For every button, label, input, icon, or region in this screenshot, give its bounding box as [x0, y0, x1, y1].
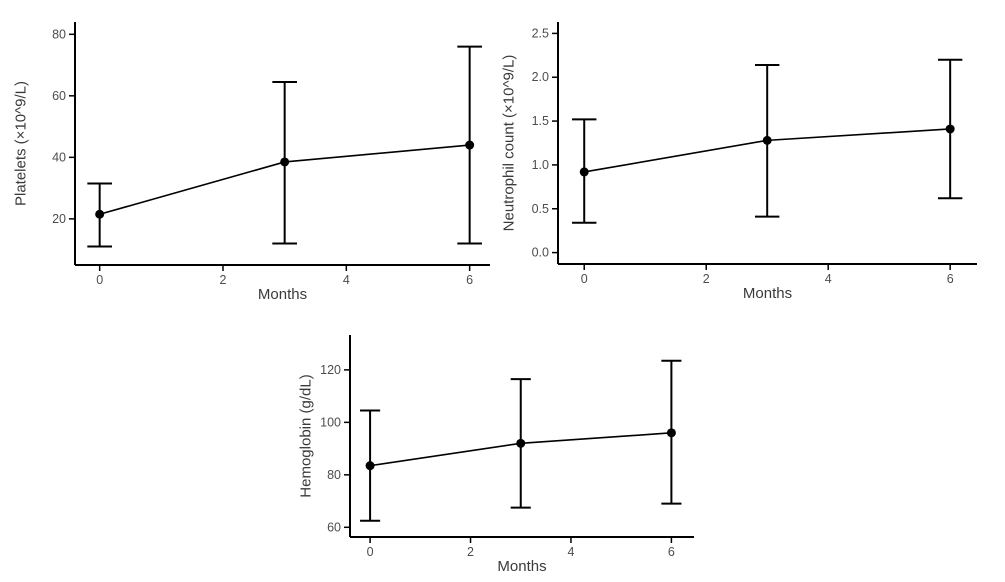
data-point — [945, 124, 955, 134]
data-point — [95, 209, 105, 219]
x-axis-title: Months — [497, 558, 546, 575]
data-point — [280, 157, 290, 167]
x-axis-title: Months — [258, 286, 307, 300]
x-tick-label: 6 — [466, 273, 473, 287]
data-point — [762, 135, 772, 145]
data-point — [579, 167, 589, 177]
x-tick-label: 2 — [467, 545, 474, 559]
y-tick-label: 100 — [320, 415, 341, 429]
y-axis-title: Neutrophil count (×10^9/L) — [501, 55, 518, 232]
y-axis-title: Hemoglobin (g/dL) — [298, 374, 315, 497]
x-axis-title: Months — [743, 285, 792, 300]
chart-neutrophil-count: 0.0 0.5 1.0 1.5 2.0 2.5 0 2 4 6 Months Neutrophil c… — [500, 0, 1005, 300]
plot-svg: 20 40 60 80 0 2 4 6 Months Platelets (×10^9/L) — [13, 22, 490, 300]
data-point — [516, 438, 526, 448]
x-tick-label: 4 — [825, 272, 832, 286]
y-tick-label: 20 — [52, 212, 66, 226]
data-point — [465, 140, 475, 150]
x-tick-label: 2 — [220, 273, 227, 287]
x-tick-label: 6 — [668, 545, 675, 559]
data-point — [365, 461, 375, 471]
data-point — [666, 428, 676, 438]
y-tick-label: 1.5 — [532, 114, 549, 128]
y-tick-label: 0.0 — [532, 246, 549, 260]
x-tick-label: 2 — [703, 272, 710, 286]
y-tick-label: 0.5 — [532, 202, 549, 216]
chart-platelets: 20 40 60 80 0 2 4 6 Months Platelets (×10^9/L) — [0, 0, 497, 300]
x-tick-label: 4 — [567, 545, 574, 559]
x-tick-label: 4 — [343, 273, 350, 287]
x-tick-label: 0 — [367, 545, 374, 559]
y-tick-label: 1.0 — [532, 158, 549, 172]
chart-hemoglobin: 60 80 100 120 0 2 4 6 Months Hemoglobin (g/dL) — [280, 305, 730, 582]
plot-svg: 60 80 100 120 0 2 4 6 Months Hemoglobin (g/dL) — [298, 335, 694, 575]
y-tick-label: 120 — [320, 363, 341, 377]
y-axis-title: Platelets (×10^9/L) — [13, 81, 30, 206]
y-tick-label: 60 — [327, 520, 341, 534]
y-tick-label: 2.0 — [532, 70, 549, 84]
x-tick-label: 0 — [96, 273, 103, 287]
y-tick-label: 80 — [52, 27, 66, 41]
y-tick-label: 40 — [52, 150, 66, 164]
y-tick-label: 80 — [327, 468, 341, 482]
x-tick-label: 0 — [581, 272, 588, 286]
plot-svg: 0.0 0.5 1.0 1.5 2.0 2.5 0 2 4 6 Months Neutrophil c… — [501, 22, 977, 300]
y-tick-label: 60 — [52, 89, 66, 103]
x-tick-label: 6 — [947, 272, 954, 286]
y-tick-label: 2.5 — [532, 26, 549, 40]
